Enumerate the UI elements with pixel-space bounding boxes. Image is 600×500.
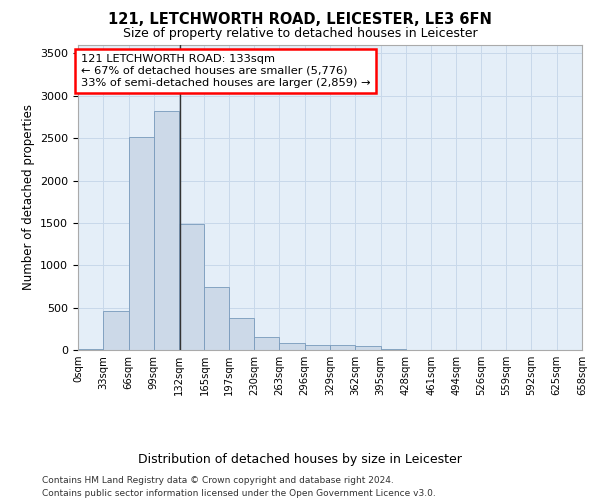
Text: Distribution of detached houses by size in Leicester: Distribution of detached houses by size … <box>138 452 462 466</box>
Text: Contains HM Land Registry data © Crown copyright and database right 2024.: Contains HM Land Registry data © Crown c… <box>42 476 394 485</box>
Text: 121, LETCHWORTH ROAD, LEICESTER, LE3 6FN: 121, LETCHWORTH ROAD, LEICESTER, LE3 6FN <box>108 12 492 28</box>
Bar <box>103 311 128 350</box>
Bar <box>229 318 254 350</box>
Bar <box>280 343 305 350</box>
Bar <box>205 288 229 350</box>
Bar <box>355 346 380 350</box>
Text: Size of property relative to detached houses in Leicester: Size of property relative to detached ho… <box>122 28 478 40</box>
Bar <box>179 224 205 350</box>
Y-axis label: Number of detached properties: Number of detached properties <box>22 104 35 290</box>
Bar <box>330 346 355 350</box>
Text: Contains public sector information licensed under the Open Government Licence v3: Contains public sector information licen… <box>42 489 436 498</box>
Bar <box>254 338 280 350</box>
Bar <box>305 346 330 350</box>
Text: 121 LETCHWORTH ROAD: 133sqm
← 67% of detached houses are smaller (5,776)
33% of : 121 LETCHWORTH ROAD: 133sqm ← 67% of det… <box>81 54 371 88</box>
Bar <box>128 138 154 350</box>
Bar <box>154 111 179 350</box>
Bar <box>78 349 103 350</box>
